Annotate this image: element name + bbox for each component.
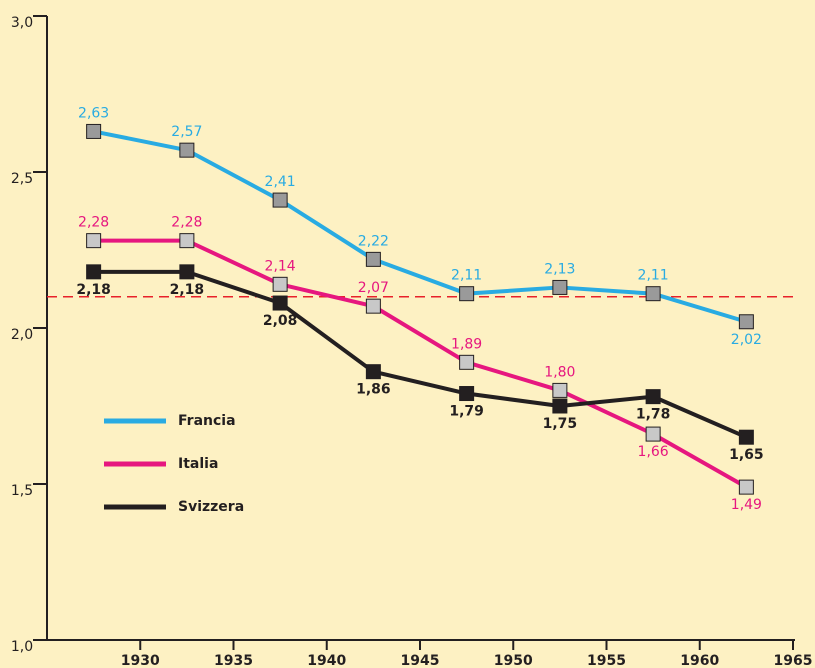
- x-tick-label: 1935: [214, 653, 253, 668]
- marker: [86, 123, 102, 139]
- value-label: 1,86: [356, 382, 391, 398]
- value-label: 2,63: [78, 105, 109, 121]
- y-tick-label: 1,0: [11, 639, 33, 655]
- value-label: 1,78: [636, 407, 671, 423]
- value-label: 2,02: [731, 332, 762, 348]
- marker: [552, 382, 568, 398]
- value-label: 1,66: [638, 444, 669, 460]
- value-label: 2,08: [263, 313, 298, 329]
- marker: [272, 276, 288, 292]
- value-label: 2,57: [171, 124, 202, 140]
- x-tick-label: 1930: [121, 653, 160, 668]
- marker: [645, 426, 661, 442]
- x-tick-label: 1945: [401, 653, 440, 668]
- marker: [365, 364, 381, 380]
- marker: [459, 386, 475, 402]
- marker: [179, 142, 195, 158]
- series-line: [93, 269, 748, 440]
- marker: [365, 251, 381, 267]
- value-label: 1,49: [731, 497, 762, 513]
- marker: [459, 286, 475, 302]
- value-label: 2,18: [170, 282, 205, 298]
- value-label: 1,89: [451, 336, 482, 352]
- value-label: 2,22: [358, 233, 389, 249]
- marker: [86, 233, 102, 249]
- marker: [86, 264, 102, 280]
- value-label: 2,18: [76, 282, 111, 298]
- x-tick-label: 1955: [587, 653, 626, 668]
- marker: [738, 314, 754, 330]
- y-tick-label: 2,5: [11, 171, 33, 187]
- legend-label: Francia: [178, 413, 236, 429]
- marker: [645, 286, 661, 302]
- series-line: [93, 129, 747, 324]
- marker: [738, 429, 754, 445]
- y-tick-label: 3,0: [11, 15, 33, 31]
- x-tick-label: 1965: [774, 653, 813, 668]
- value-label: 2,14: [265, 258, 296, 274]
- value-label: 1,65: [729, 447, 764, 463]
- value-label: 2,28: [171, 215, 202, 231]
- x-tick-label: 1950: [494, 653, 533, 668]
- x-tick-label: 1960: [680, 653, 719, 668]
- legend-label: Italia: [178, 456, 218, 472]
- value-label: 2,07: [358, 280, 389, 296]
- marker: [459, 354, 475, 370]
- marker: [365, 298, 381, 314]
- y-tick-label: 2,0: [11, 327, 33, 343]
- value-label: 2,11: [638, 268, 669, 284]
- value-label: 2,41: [265, 174, 296, 190]
- value-label: 2,13: [544, 261, 575, 277]
- value-label: 2,11: [451, 268, 482, 284]
- series-line: [93, 238, 748, 489]
- y-tick-label: 1,5: [11, 483, 33, 499]
- legend-label: Svizzera: [178, 499, 244, 515]
- marker: [552, 279, 568, 295]
- marker: [179, 264, 195, 280]
- x-tick-label: 1940: [307, 653, 346, 668]
- marker: [645, 389, 661, 405]
- marker: [738, 479, 754, 495]
- marker: [272, 192, 288, 208]
- marker: [179, 233, 195, 249]
- marker: [552, 398, 568, 414]
- marker: [272, 295, 288, 311]
- value-label: 1,80: [544, 364, 575, 380]
- value-label: 1,75: [543, 416, 578, 432]
- value-label: 2,28: [78, 215, 109, 231]
- value-label: 1,79: [449, 404, 484, 420]
